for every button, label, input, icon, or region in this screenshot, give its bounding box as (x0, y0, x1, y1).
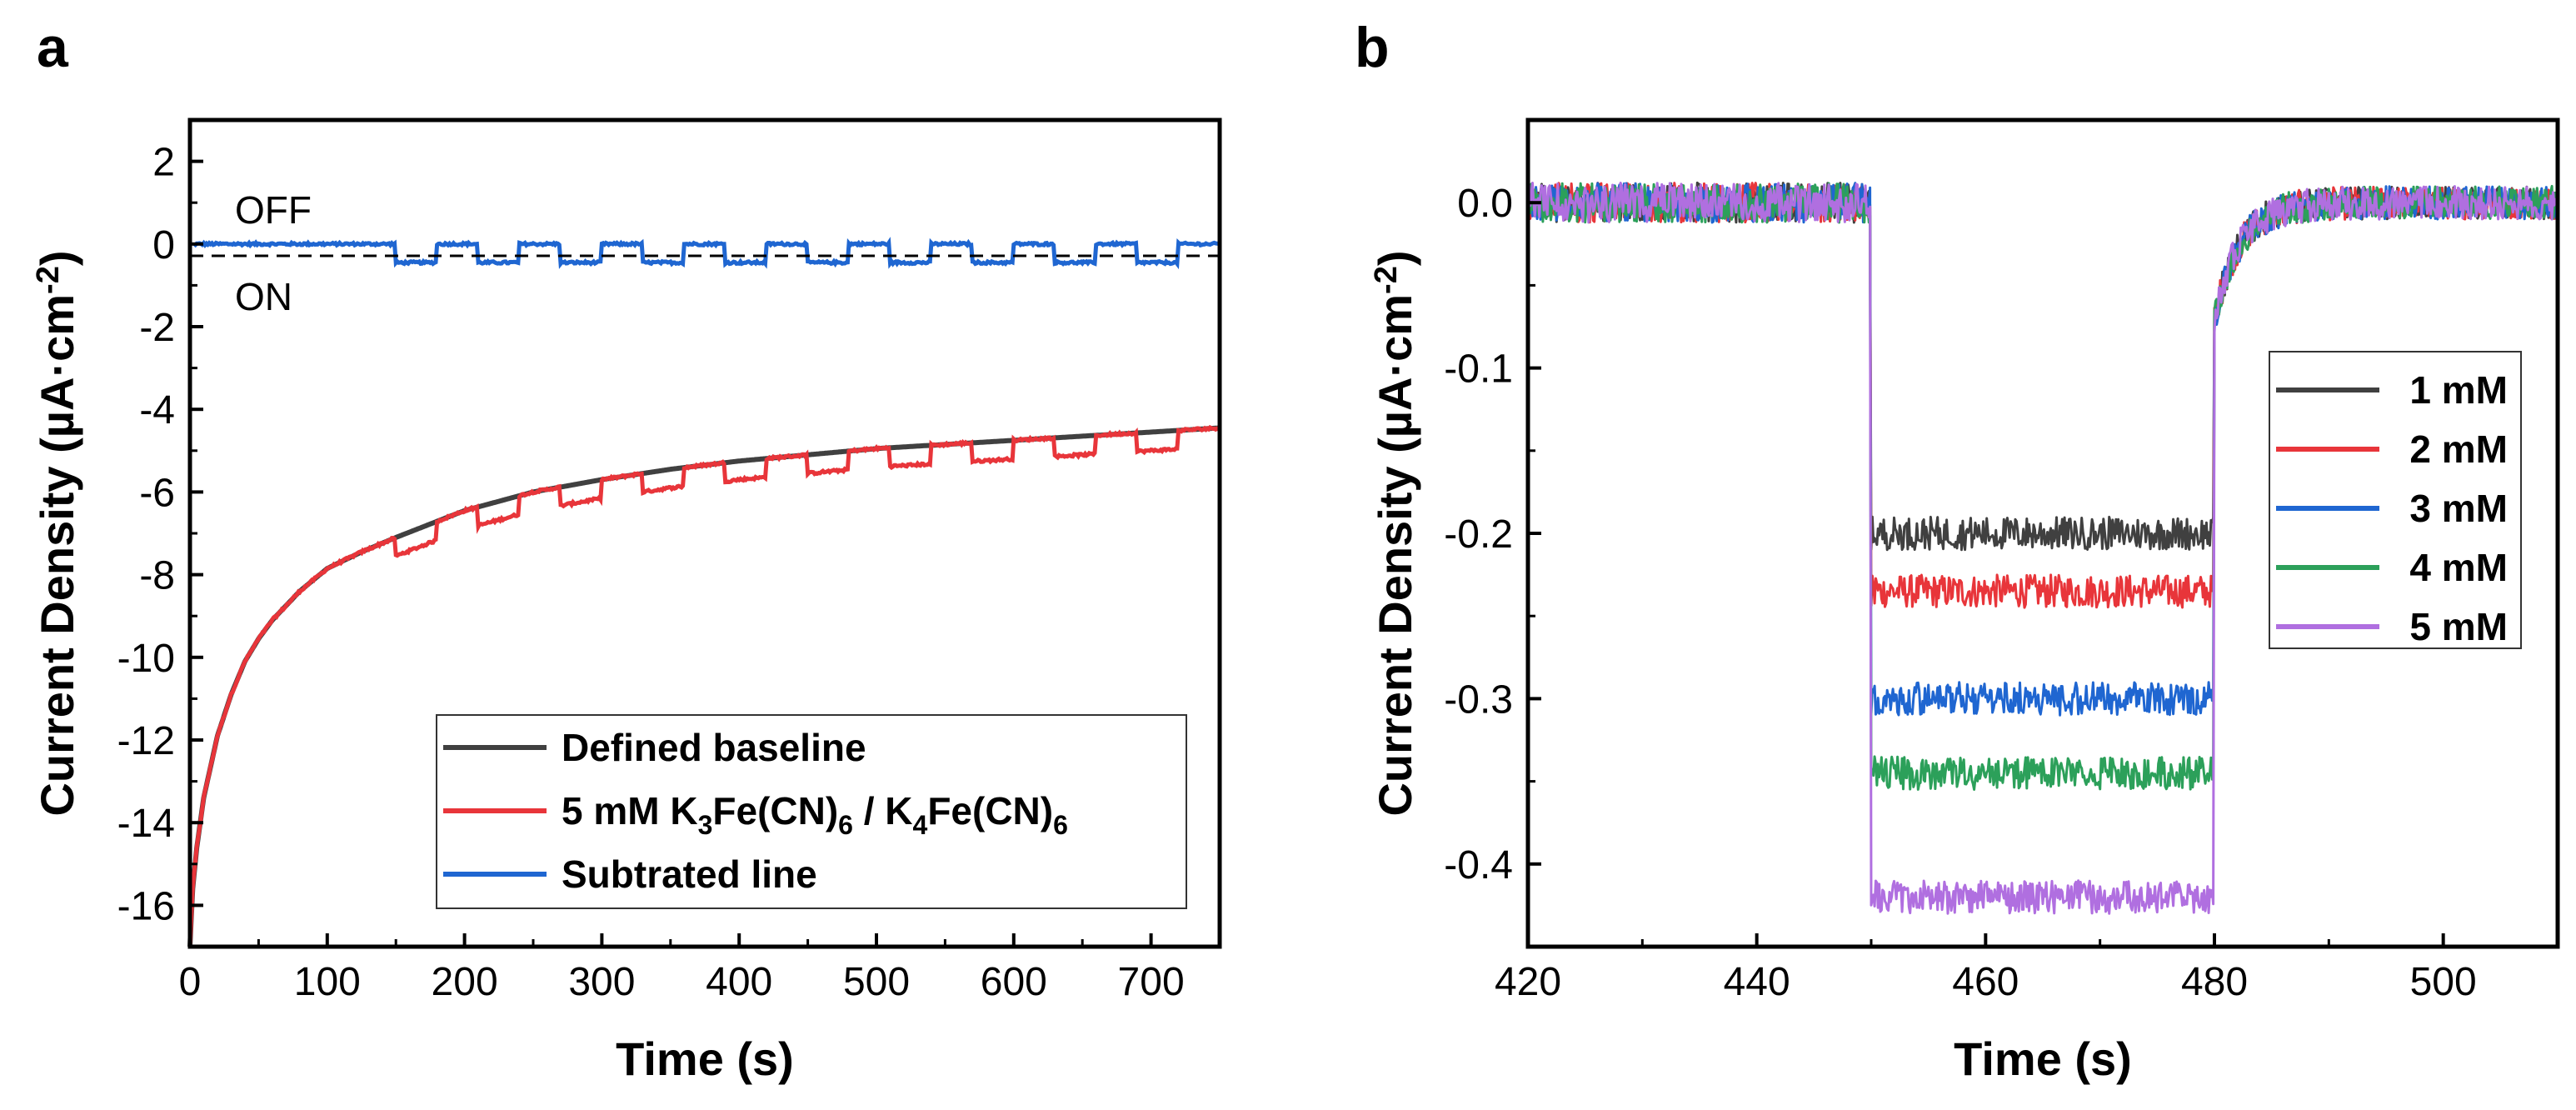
y-tick-label: -0.1 (1444, 348, 1513, 392)
legend-b-label: 1 mM (2409, 368, 2508, 412)
legend-a-box (436, 714, 1187, 909)
x-tick-label: 420 (1495, 960, 1561, 1004)
panel-b-label: b (1355, 16, 1390, 79)
y-tick-label: -0.2 (1444, 512, 1513, 557)
series-ferricyanide (187, 424, 1221, 947)
legend-b-label: 3 mM (2409, 487, 2508, 530)
y-tick-label: -4 (139, 388, 175, 432)
off-annotation: OFF (235, 188, 312, 232)
x-tick-label: 0 (179, 960, 202, 1004)
x-tick-label: 100 (294, 960, 361, 1004)
y-tick-label: -0.3 (1444, 678, 1513, 722)
x-tick-label: 500 (2410, 960, 2477, 1004)
y-tick-label: -6 (139, 471, 175, 515)
x-tick-label: 400 (706, 960, 772, 1004)
x-tick-label: 200 (432, 960, 498, 1004)
x-tick-label: 460 (1952, 960, 2019, 1004)
x-tick-label: 500 (843, 960, 910, 1004)
y-tick-label: -12 (117, 719, 175, 763)
panel-b: 420 440 460 480 500 0.0 -0.1 -0.2 -0.3 -0.4 Time … (1369, 118, 2560, 1085)
y-tick-label: -10 (117, 637, 175, 681)
y-tick-label: -8 (139, 554, 175, 598)
panel-b-frame (1525, 118, 2560, 949)
y-tick-label: 0 (152, 223, 175, 268)
series-subtracted-line (192, 237, 1221, 270)
y-tick-label: 0.0 (1457, 182, 1513, 226)
legend-b-label: 4 mM (2409, 546, 2508, 589)
legend-a-ferri: 5 mM K3Fe(CN)6 / K4Fe(CN)6 (562, 789, 1068, 840)
y-tick-label: -14 (117, 802, 175, 846)
x-tick-label: 440 (1724, 960, 1790, 1004)
x-tick-label: 600 (981, 960, 1047, 1004)
panel-b-series (1526, 181, 2559, 915)
x-tick-label: 480 (2181, 960, 2248, 1004)
legend-b-box (2269, 351, 2522, 649)
panel-a-series (187, 237, 1221, 948)
on-annotation: ON (235, 275, 292, 318)
panel-b-xlabel: Time (s) (1954, 1032, 2132, 1085)
y-tick-label: -16 (117, 884, 175, 928)
panel-b-legend: 1 mM 2 mM 3 mM 4 mM 5 mM (2269, 351, 2522, 649)
panel-a-ticks: 0 100 200 300 400 500 600 700 2 0 -2 -4 -6 -8 -10 -12 -1… (117, 141, 1221, 1004)
x-tick-label: 300 (568, 960, 635, 1004)
panel-b-ticks: 420 440 460 480 500 0.0 -0.1 -0.2 -0.3 -0.4 (1444, 118, 2559, 1004)
legend-a-subtracted: Subtrated line (562, 852, 817, 896)
legend-a-baseline: Defined baseline (562, 726, 866, 769)
y-tick-label: 2 (152, 141, 175, 185)
legend-b-label: 2 mM (2409, 428, 2508, 471)
y-tick-label: -0.4 (1444, 843, 1513, 888)
y-tick-label: -2 (139, 306, 175, 350)
legend-b-label: 5 mM (2409, 605, 2508, 648)
series-5-mM (1526, 182, 2559, 915)
panel-a-xlabel: Time (s) (616, 1032, 794, 1085)
panel-a-label: a (37, 16, 69, 79)
panel-a: 0 100 200 300 400 500 600 700 2 0 -2 -4 -6 -8 -10 -12 -1… (31, 118, 1222, 1085)
panel-a-ylabel: Current Density (µA·cm-2) (31, 250, 83, 816)
panel-a-legend: Defined baseline 5 mM K3Fe(CN)6 / K4Fe(C… (436, 714, 1187, 909)
x-tick-label: 700 (1118, 960, 1185, 1004)
panel-b-ylabel: Current Density (µA·cm-2) (1369, 250, 1421, 816)
panel-a-frame (187, 118, 1222, 949)
